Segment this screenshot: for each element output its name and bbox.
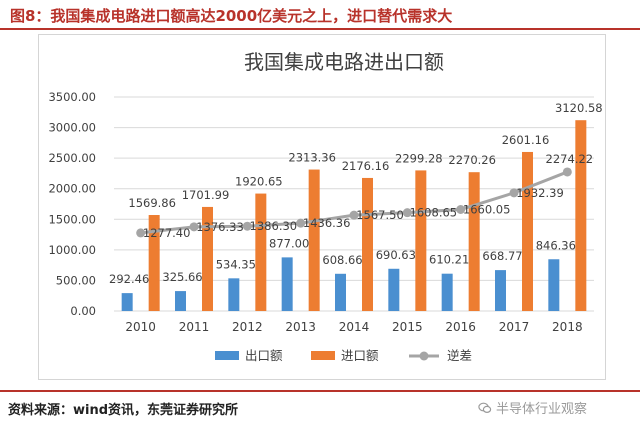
export-data-label: 668.77 <box>482 249 522 263</box>
footer: 资料来源：wind资讯，东莞证券研究所 半导体行业观察 <box>0 390 640 424</box>
export-bar <box>441 273 453 311</box>
deficit-point <box>296 218 306 228</box>
import-bar <box>308 169 320 311</box>
chart-title: 我国集成电路进出口额 <box>244 50 444 74</box>
x-tick-label: 2010 <box>125 320 156 334</box>
y-tick-label: 1000.00 <box>48 243 96 257</box>
deficit-data-label: 2274.22 <box>546 152 594 166</box>
deficit-point <box>456 204 466 214</box>
export-bar <box>121 293 133 311</box>
x-tick-label: 2018 <box>552 320 583 334</box>
export-bar <box>388 268 400 311</box>
x-tick-label: 2011 <box>179 320 210 334</box>
x-tick-label: 2017 <box>499 320 530 334</box>
deficit-data-label: 1608.65 <box>410 206 458 220</box>
import-bar <box>415 170 427 311</box>
deficit-point <box>189 222 199 232</box>
import-data-label: 2601.16 <box>502 133 550 147</box>
export-bar <box>548 259 560 311</box>
import-bar <box>148 215 160 311</box>
export-data-label: 610.21 <box>429 253 469 267</box>
deficit-data-label: 1567.50 <box>356 208 404 222</box>
deficit-data-label: 1376.33 <box>196 220 244 234</box>
wechat-icon <box>478 402 492 413</box>
x-tick-label: 2014 <box>339 320 370 334</box>
import-data-label: 1920.65 <box>235 175 283 189</box>
import-data-label: 2299.28 <box>395 151 443 165</box>
import-data-label: 3120.58 <box>555 101 603 115</box>
import-bar <box>362 177 373 311</box>
export-bar <box>495 270 506 311</box>
deficit-point <box>509 188 519 198</box>
deficit-point <box>349 210 359 220</box>
deficit-data-label: 1386.30 <box>250 219 298 233</box>
import-bar <box>575 120 587 311</box>
export-bar <box>175 291 186 311</box>
import-bar <box>468 172 480 311</box>
export-data-label: 846.36 <box>536 238 576 252</box>
y-tick-label: 1500.00 <box>48 212 96 226</box>
y-tick-label: 3000.00 <box>48 121 96 135</box>
y-tick-label: 0.00 <box>70 304 96 318</box>
watermark-text: 半导体行业观察 <box>496 402 588 417</box>
y-tick-label: 3500.00 <box>48 90 96 104</box>
deficit-data-label: 1932.39 <box>516 186 564 200</box>
deficit-point <box>562 167 572 177</box>
export-data-label: 292.46 <box>109 272 149 286</box>
deficit-data-label: 1277.40 <box>143 226 191 240</box>
export-data-label: 877.00 <box>269 236 309 250</box>
y-tick-label: 2500.00 <box>48 151 96 165</box>
export-bar <box>335 273 346 311</box>
x-tick-label: 2016 <box>445 320 476 334</box>
export-data-label: 534.35 <box>216 257 256 271</box>
chart: 我国集成电路进出口额 0.00 500.00 1000.00 1500.00 2000.0… <box>48 50 603 363</box>
source-note: 资料来源：wind资讯，东莞证券研究所 <box>8 403 239 418</box>
import-bar <box>522 151 533 311</box>
legend-deficit-marker <box>419 351 429 361</box>
watermark: 半导体行业观察 <box>478 398 587 417</box>
export-data-label: 325.66 <box>162 270 202 284</box>
deficit-point <box>136 228 146 238</box>
export-bar <box>228 278 240 311</box>
x-tick-label: 2013 <box>285 320 316 334</box>
import-data-label: 2176.16 <box>342 159 390 173</box>
import-data-label: 2270.26 <box>448 153 496 167</box>
import-data-label: 2313.36 <box>288 151 336 165</box>
x-tick-label: 2015 <box>392 320 423 334</box>
deficit-data-label: 1436.36 <box>303 216 351 230</box>
import-bar <box>255 193 267 311</box>
x-tick-label: 2012 <box>232 320 263 334</box>
deficit-data-label: 1660.05 <box>463 202 511 216</box>
import-data-label: 1569.86 <box>128 196 176 210</box>
import-data-label: 1701.99 <box>182 188 230 202</box>
deficit-point <box>242 221 252 231</box>
legend-import-swatch <box>311 351 335 360</box>
y-tick-label: 500.00 <box>56 273 96 287</box>
figure-title: 图8：我国集成电路进口额高达2000亿美元之上，进口替代需求大 <box>0 0 640 30</box>
legend-import-label: 进口额 <box>341 348 379 363</box>
import-bar <box>202 206 213 311</box>
chart-frame: 我国集成电路进出口额 0.00 500.00 1000.00 1500.00 2000.0… <box>38 34 606 380</box>
export-bar <box>281 257 293 311</box>
export-data-label: 690.63 <box>376 248 416 262</box>
legend-export-label: 出口额 <box>245 348 283 363</box>
y-tick-label: 2000.00 <box>48 182 96 196</box>
deficit-point <box>402 208 412 218</box>
legend-deficit-label: 逆差 <box>447 348 472 363</box>
legend-export-swatch <box>215 351 239 360</box>
export-data-label: 608.66 <box>322 253 362 267</box>
